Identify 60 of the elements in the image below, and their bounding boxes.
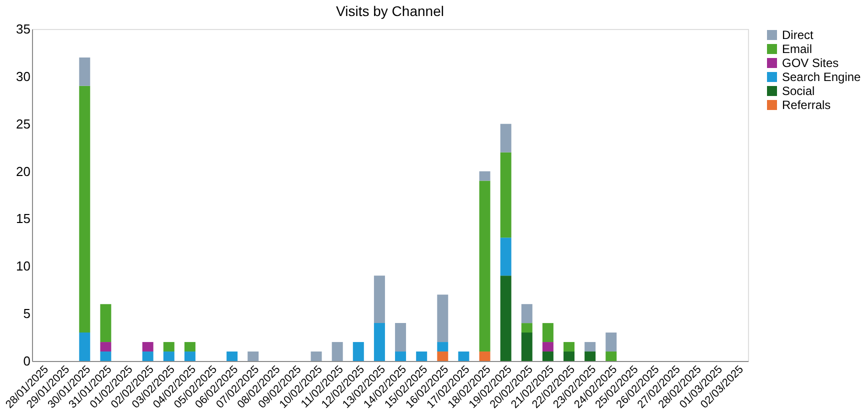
bar xyxy=(584,342,596,352)
bar xyxy=(142,352,154,361)
legend-label: Direct xyxy=(782,28,814,42)
legend-label: Referrals xyxy=(782,98,831,112)
bar xyxy=(479,171,490,181)
bar xyxy=(184,352,196,361)
bar xyxy=(606,332,617,352)
bar xyxy=(352,342,364,361)
bar xyxy=(521,332,532,361)
legend-label: Social xyxy=(782,84,815,98)
bar xyxy=(248,352,259,361)
bar xyxy=(458,352,470,361)
bar xyxy=(542,352,554,361)
bar xyxy=(395,352,406,361)
bar xyxy=(564,342,574,352)
bar xyxy=(521,304,532,324)
y-tick-label: 20 xyxy=(16,164,30,179)
bar xyxy=(374,276,385,324)
bar xyxy=(437,342,448,352)
bar xyxy=(437,294,448,342)
bar xyxy=(142,342,154,352)
bar xyxy=(542,342,554,352)
bar xyxy=(79,86,90,333)
legend-label: Search Engine xyxy=(782,70,862,84)
bar xyxy=(310,352,322,361)
bar xyxy=(395,323,406,352)
bar xyxy=(437,352,448,361)
bar xyxy=(479,352,490,361)
bar xyxy=(542,323,554,342)
bar xyxy=(374,323,385,361)
bar xyxy=(500,276,512,361)
bar xyxy=(163,342,174,352)
y-tick-label: 0 xyxy=(23,354,30,368)
bar xyxy=(184,342,196,352)
bar xyxy=(584,352,596,361)
bar xyxy=(163,352,174,361)
y-tick-label: 35 xyxy=(16,22,30,36)
bar xyxy=(500,238,512,276)
bar xyxy=(100,304,112,342)
y-tick-label: 30 xyxy=(16,68,30,84)
bar xyxy=(100,342,112,352)
bar xyxy=(500,124,512,152)
bar xyxy=(332,342,343,361)
bar xyxy=(606,352,617,361)
bar xyxy=(500,152,512,238)
bar xyxy=(521,323,532,333)
y-tick-label: 25 xyxy=(16,116,30,132)
bar xyxy=(479,180,490,352)
bar xyxy=(226,352,238,361)
bar xyxy=(100,352,112,361)
bar xyxy=(79,57,90,86)
bar xyxy=(564,352,574,361)
y-tick-label: 10 xyxy=(16,258,30,274)
chart-title: Visits by Channel xyxy=(336,3,444,19)
y-tick-label: 5 xyxy=(23,306,30,322)
legend-label: GOV Sites xyxy=(782,56,839,70)
bar xyxy=(79,332,90,361)
bar xyxy=(416,352,428,361)
legend-label: Email xyxy=(782,42,812,56)
y-tick-label: 15 xyxy=(16,211,30,226)
